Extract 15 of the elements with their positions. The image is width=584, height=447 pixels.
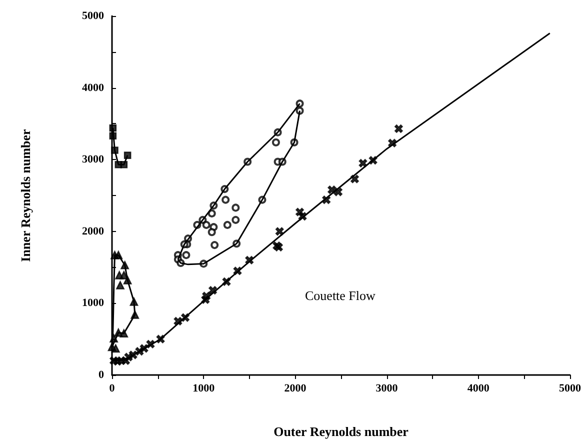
y-axis-title: Inner Reynolds number <box>18 128 33 262</box>
x-axis-title: Outer Reynolds number <box>274 424 409 439</box>
annotation: Couette Flow <box>305 288 376 303</box>
y-tick-label: 3000 <box>82 154 104 166</box>
y-tick-label: 2000 <box>82 225 104 238</box>
y-tick-label: 5000 <box>82 10 104 22</box>
x-tick-label: 3000 <box>376 382 398 394</box>
x-tick-label: 2000 <box>284 382 307 394</box>
x-tick-label: 4000 <box>467 382 490 394</box>
x-tick-label: 0 <box>109 382 116 394</box>
x-tick-label: 1000 <box>192 382 216 394</box>
y-tick-label: 0 <box>98 369 104 381</box>
y-tick-label: 1000 <box>82 297 104 310</box>
y-tick-label: 4000 <box>82 82 104 94</box>
x-tick-label: 5000 <box>559 382 582 394</box>
